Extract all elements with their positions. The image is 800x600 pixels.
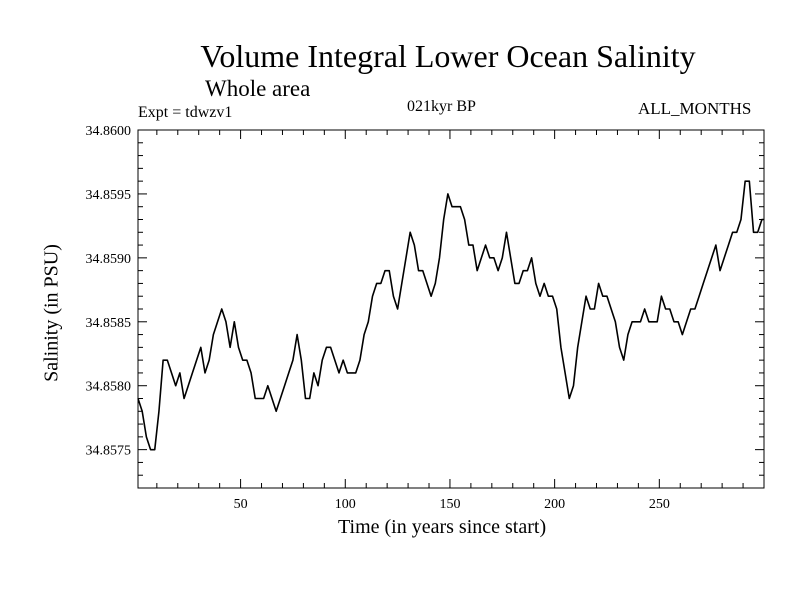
axis-ticks — [138, 129, 764, 489]
chart-subtitle: Whole area — [205, 76, 311, 101]
chart-title: Volume Integral Lower Ocean Salinity — [200, 38, 696, 74]
y-tick-label: 34.8580 — [86, 380, 132, 395]
y-tick-label: 34.8600 — [86, 124, 132, 139]
y-tick-label: 34.8585 — [86, 316, 132, 331]
y-tick-label: 34.8595 — [86, 188, 132, 203]
series-line — [137, 180, 764, 451]
y-tick-label: 34.8575 — [86, 444, 132, 459]
x-tick-label: 150 — [439, 497, 460, 512]
x-tick-label: 100 — [335, 497, 356, 512]
x-tick-label: 50 — [234, 497, 248, 512]
months-annotation: ALL_MONTHS — [638, 99, 752, 118]
x-tick-label: 200 — [544, 497, 565, 512]
axis-tick-labels: 50 100 150 200 250 34.8575 34.8580 34.8585 34.85… — [86, 124, 670, 512]
x-tick-label: 250 — [649, 497, 670, 512]
x-axis-label: Time (in years since start) — [338, 516, 547, 538]
period-annotation: 021kyr BP — [407, 98, 476, 115]
experiment-annotation: Expt = tdwzv1 — [138, 104, 233, 121]
y-tick-label: 34.8590 — [86, 252, 132, 267]
